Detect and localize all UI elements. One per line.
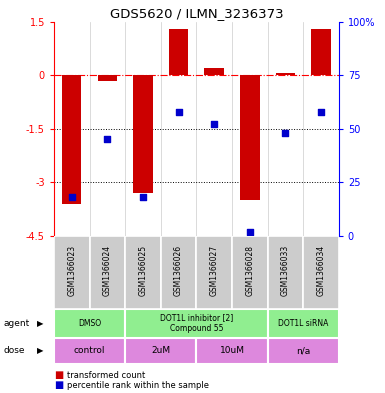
- Point: [140, 194, 146, 200]
- Text: 2uM: 2uM: [151, 346, 170, 355]
- Bar: [125, 236, 161, 309]
- Text: GSM1366024: GSM1366024: [103, 245, 112, 296]
- Text: GSM1366023: GSM1366023: [67, 245, 76, 296]
- Point: [69, 194, 75, 200]
- Text: GSM1366033: GSM1366033: [281, 245, 290, 296]
- Bar: [169, 29, 188, 75]
- Text: DMSO: DMSO: [78, 319, 101, 328]
- Text: ▶: ▶: [37, 346, 43, 355]
- Bar: [125, 309, 268, 338]
- Text: percentile rank within the sample: percentile rank within the sample: [67, 381, 209, 389]
- Point: [318, 108, 324, 115]
- Point: [176, 108, 182, 115]
- Title: GDS5620 / ILMN_3236373: GDS5620 / ILMN_3236373: [110, 7, 283, 20]
- Text: GSM1366027: GSM1366027: [210, 245, 219, 296]
- Text: GSM1366026: GSM1366026: [174, 245, 183, 296]
- Text: GSM1366034: GSM1366034: [316, 245, 325, 296]
- Bar: [268, 338, 339, 364]
- Bar: [54, 309, 125, 338]
- Bar: [196, 338, 268, 364]
- Text: transformed count: transformed count: [67, 371, 146, 380]
- Bar: [232, 236, 268, 309]
- Text: dose: dose: [4, 346, 25, 355]
- Point: [247, 228, 253, 235]
- Bar: [62, 75, 82, 204]
- Text: control: control: [74, 346, 105, 355]
- Bar: [303, 236, 339, 309]
- Text: GSM1366028: GSM1366028: [245, 245, 254, 296]
- Text: ■: ■: [54, 380, 63, 390]
- Point: [211, 121, 217, 128]
- Bar: [90, 236, 125, 309]
- Bar: [204, 68, 224, 75]
- Bar: [161, 236, 196, 309]
- Text: DOT1L siRNA: DOT1L siRNA: [278, 319, 328, 328]
- Point: [104, 136, 110, 143]
- Bar: [54, 236, 90, 309]
- Text: agent: agent: [4, 319, 30, 328]
- Bar: [133, 75, 153, 193]
- Point: [282, 130, 288, 136]
- Text: ■: ■: [54, 370, 63, 380]
- Text: GSM1366025: GSM1366025: [139, 245, 147, 296]
- Bar: [54, 338, 125, 364]
- Text: n/a: n/a: [296, 346, 310, 355]
- Text: 10uM: 10uM: [219, 346, 244, 355]
- Bar: [268, 236, 303, 309]
- Bar: [268, 309, 339, 338]
- Bar: [240, 75, 259, 200]
- Bar: [97, 75, 117, 81]
- Bar: [196, 236, 232, 309]
- Text: DOT1L inhibitor [2]
Compound 55: DOT1L inhibitor [2] Compound 55: [160, 314, 233, 333]
- Bar: [276, 73, 295, 75]
- Text: ▶: ▶: [37, 319, 43, 328]
- Bar: [125, 338, 196, 364]
- Bar: [311, 29, 331, 75]
